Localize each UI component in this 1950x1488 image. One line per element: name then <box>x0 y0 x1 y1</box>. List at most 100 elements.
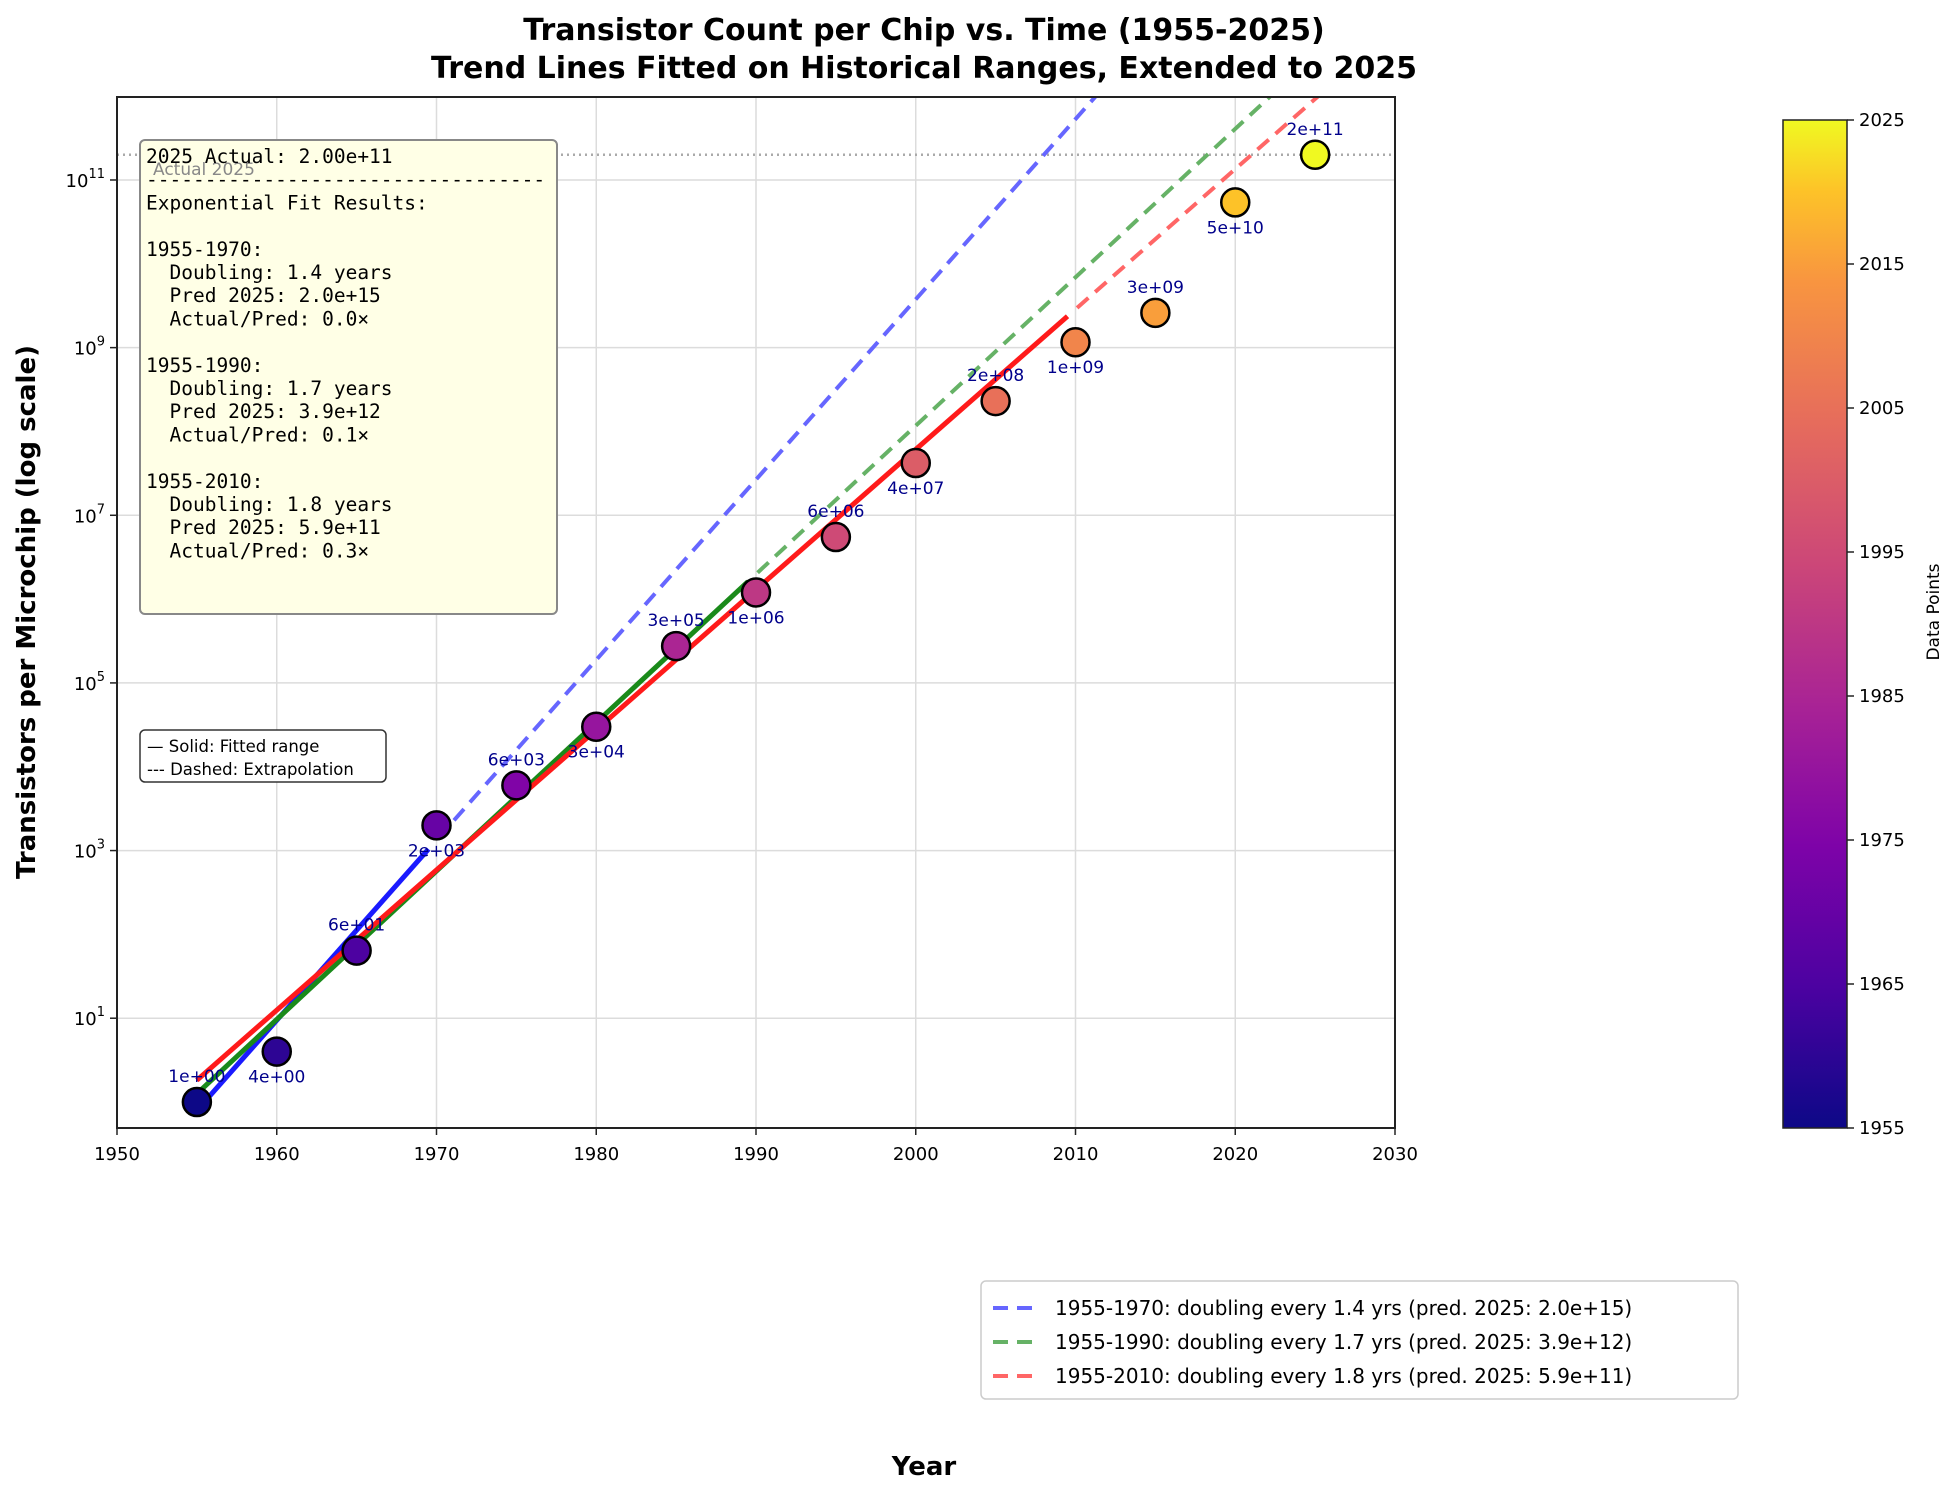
colorbar-tick-label: 1965 <box>1859 974 1905 995</box>
dashed-note: --- Dashed: Extrapolation <box>147 760 354 779</box>
fit-results-line: Exponential Fit Results: <box>146 191 428 214</box>
x-tick-label: 1990 <box>733 1144 779 1165</box>
fit-results-line: Actual/Pred: 0.1× <box>146 423 369 446</box>
data-point-2020 <box>1220 187 1251 218</box>
chart-title: Transistor Count per Chip vs. Time (1955… <box>523 13 1324 48</box>
colorbar-tick-label: 1975 <box>1859 830 1905 851</box>
data-label-2000: 4e+07 <box>887 479 944 499</box>
data-point-1960 <box>261 1036 292 1067</box>
solid-note: — Solid: Fitted range <box>147 737 319 756</box>
x-tick-label: 1970 <box>414 1144 460 1165</box>
fit-results-line: 2025 Actual: 2.00e+11 <box>146 145 393 168</box>
data-label-1955: 1e+00 <box>168 1067 225 1087</box>
data-point-2010 <box>1060 326 1091 358</box>
x-tick-label: 2000 <box>893 1144 939 1165</box>
data-label-2010: 1e+09 <box>1047 358 1104 378</box>
fit-results-line: ---------------------------------- <box>146 168 545 191</box>
fit-results-line: 1955-1970: <box>146 238 263 261</box>
fit-results-line: Pred 2025: 3.9e+12 <box>146 400 381 423</box>
fit-results-line: 1955-1990: <box>146 354 263 377</box>
fit-results-line: Doubling: 1.8 years <box>146 493 393 516</box>
fit-results-line: Pred 2025: 2.0e+15 <box>146 284 381 307</box>
legend-entry-1955-1970: 1955-1970: doubling every 1.4 yrs (pred.… <box>1055 1296 1632 1320</box>
y-tick-exponent: 3 <box>97 838 105 853</box>
y-tick-exponent: 5 <box>97 670 105 685</box>
data-label-1990: 1e+06 <box>727 608 784 628</box>
data-point-2015 <box>1140 297 1171 329</box>
y-tick-label: 109 <box>74 335 105 360</box>
data-label-1975: 6e+03 <box>488 750 545 770</box>
y-tick-label: 103 <box>74 838 105 863</box>
data-label-1980: 3e+04 <box>568 743 625 763</box>
data-point-1975 <box>501 770 532 801</box>
x-tick-label: 2030 <box>1372 1144 1418 1165</box>
colorbar-tick-label: 2005 <box>1859 398 1905 419</box>
x-axis: 1950 1960 1970 1980 1990 2000 2010 2020 2030 <box>94 1128 1418 1165</box>
y-tick-label: 105 <box>74 670 105 695</box>
fit-line-dashed-1955-1990 <box>756 97 1273 575</box>
data-point-1955 <box>181 1086 213 1118</box>
data-label-2020: 5e+10 <box>1207 218 1264 238</box>
fit-results-line: Pred 2025: 5.9e+11 <box>146 516 381 539</box>
data-point-1980 <box>581 711 612 742</box>
fit-results-line: Actual/Pred: 0.3× <box>146 539 369 562</box>
data-point-2025 <box>1299 139 1331 171</box>
legend-background <box>980 1280 1739 1400</box>
x-axis-label: Year <box>891 1452 957 1482</box>
fit-results-text: 2025 Actual: 2.00e+11-------------------… <box>146 145 545 562</box>
colorbar: Data Points 1955 1965 1975 1985 1995 2005 2015… <box>1782 110 1944 1139</box>
fit-results-line: 1955-2010: <box>146 470 263 493</box>
data-point-2005 <box>980 385 1011 417</box>
legend-entry-1955-1990: 1955-1990: doubling every 1.7 yrs (pred.… <box>1055 1330 1632 1354</box>
data-point-1990 <box>740 577 772 608</box>
y-tick-exponent: 9 <box>97 335 105 350</box>
fit-results-line: Doubling: 1.7 years <box>146 377 393 400</box>
colorbar-tick-label: 1985 <box>1859 686 1905 707</box>
x-tick-label: 1960 <box>254 1144 300 1165</box>
y-tick-base: 10 <box>74 842 97 863</box>
data-point-1985 <box>660 630 692 662</box>
colorbar-tick-label: 2025 <box>1859 110 1905 131</box>
fit-line-dashed-1955-1970 <box>436 97 1098 840</box>
y-tick-base: 10 <box>74 506 97 527</box>
data-point-1995 <box>820 521 852 553</box>
x-tick-label: 1950 <box>94 1144 140 1165</box>
colorbar-tick-label: 1955 <box>1859 1118 1905 1139</box>
data-label-1965: 6e+01 <box>328 916 385 936</box>
line-style-note: — Solid: Fitted range --- Dashed: Extrap… <box>139 729 387 783</box>
x-tick-label: 2010 <box>1053 1144 1099 1165</box>
data-label-1995: 6e+06 <box>807 502 864 522</box>
data-label-2005: 2e+08 <box>967 366 1024 386</box>
data-point-1970 <box>421 810 452 841</box>
data-label-1960: 4e+00 <box>248 1068 305 1088</box>
chart-subtitle: Trend Lines Fitted on Historical Ranges,… <box>431 51 1417 86</box>
data-label-1970: 2e+03 <box>408 841 465 861</box>
y-tick-exponent: 11 <box>88 167 105 182</box>
colorbar-tick-label: 1995 <box>1859 542 1905 563</box>
fit-results-box: Actual 2025 2025 Actual: 2.00e+11-------… <box>139 139 558 615</box>
colorbar-tick-label: 2015 <box>1859 254 1905 275</box>
y-tick-exponent: 1 <box>97 1005 105 1020</box>
x-tick-label: 1980 <box>573 1144 619 1165</box>
x-tick-label: 2020 <box>1212 1144 1258 1165</box>
y-tick-base: 10 <box>74 339 97 360</box>
y-tick-label: 1011 <box>66 167 105 192</box>
actual-2025-label: Actual 2025 <box>153 160 255 180</box>
y-axis-label: Transistors per Microchip (log scale) <box>12 345 42 879</box>
data-point-2000 <box>900 447 931 479</box>
fit-results-line: Actual/Pred: 0.0× <box>146 307 369 330</box>
y-tick-label: 107 <box>74 502 105 527</box>
line-style-note-background <box>139 729 387 783</box>
data-point-1965 <box>341 935 372 966</box>
y-tick-exponent: 7 <box>97 502 105 517</box>
y-tick-base: 10 <box>74 674 97 695</box>
y-tick-base: 10 <box>74 1009 97 1030</box>
fit-results-background <box>139 139 558 615</box>
data-label-1985: 3e+05 <box>648 611 705 631</box>
y-tick-base: 10 <box>66 171 89 192</box>
colorbar-gradient <box>1782 119 1848 1129</box>
legend: 1955-1970: doubling every 1.4 yrs (pred.… <box>980 1280 1739 1400</box>
data-label-2025: 2e+11 <box>1287 120 1344 140</box>
